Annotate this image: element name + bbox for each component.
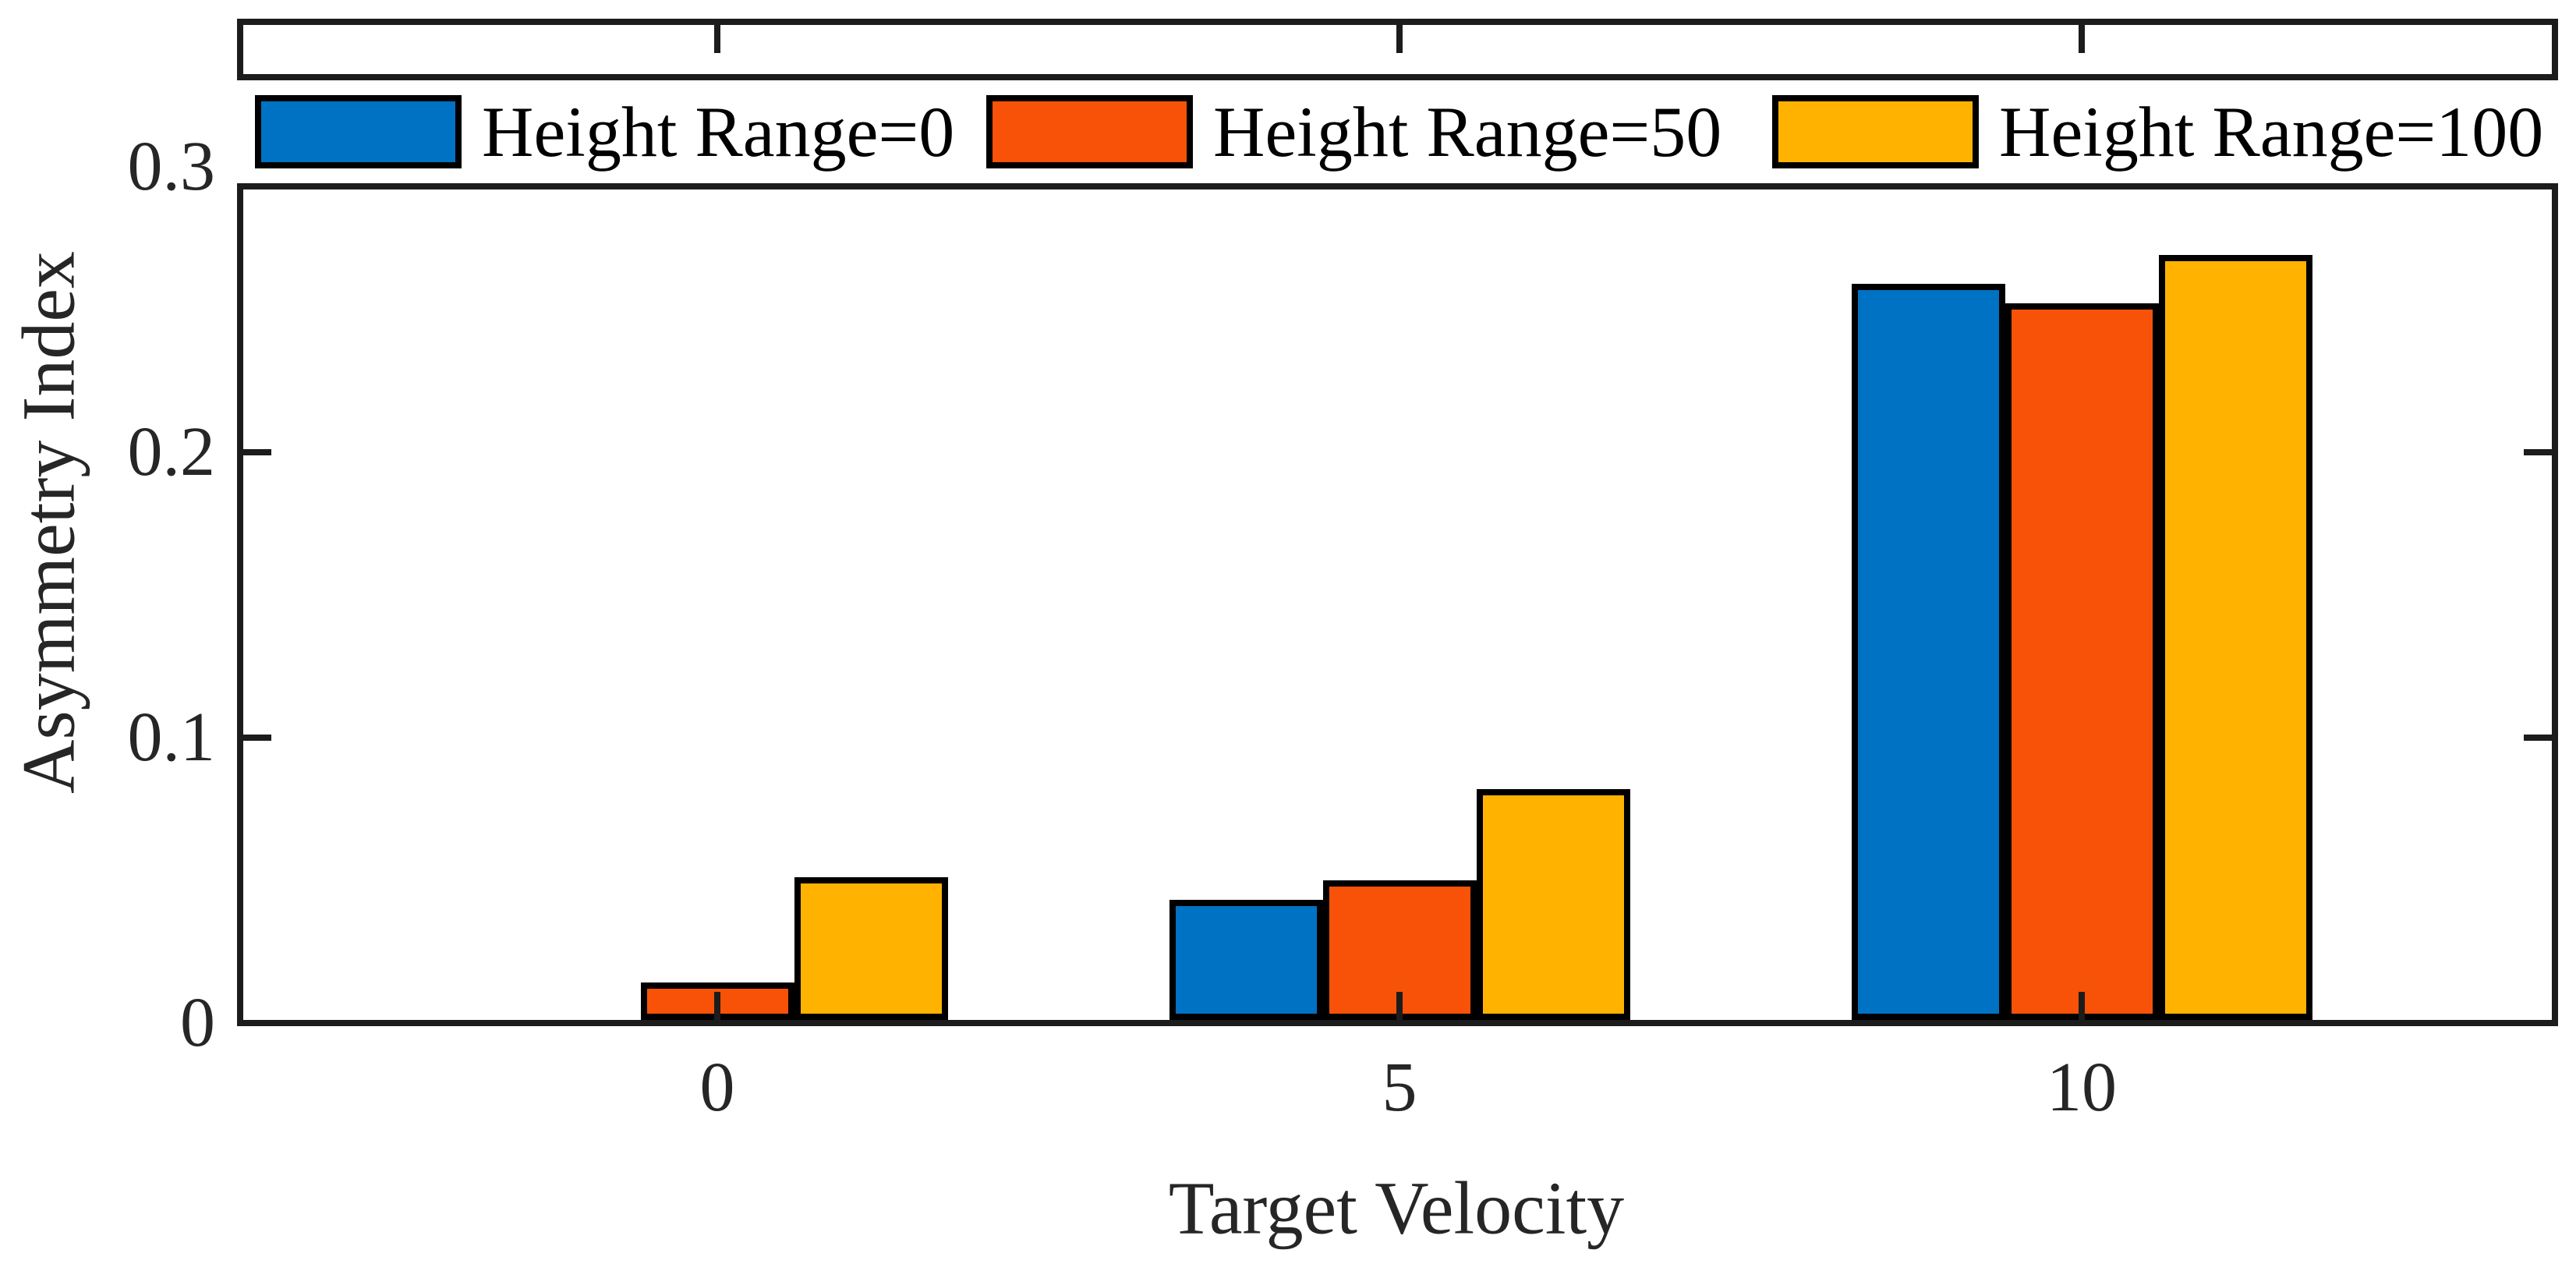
legend-swatch-2 bbox=[986, 95, 1193, 168]
x-tick-top-0 bbox=[714, 25, 720, 53]
x-tick-label-5: 5 bbox=[1382, 1049, 1417, 1126]
legend-item-1: Height Range=0 bbox=[255, 80, 954, 183]
x-tick-label-0: 0 bbox=[699, 1049, 735, 1126]
bar-height-range-0-x10 bbox=[1852, 284, 2005, 1020]
y-tick-left-0.1 bbox=[243, 735, 271, 741]
y-tick-left-0.2 bbox=[243, 449, 271, 455]
bar-height-range-50-x10 bbox=[2005, 303, 2159, 1020]
y-axis-title: Asymmetry Index bbox=[6, 251, 90, 794]
legend-item-3: Height Range=100 bbox=[1772, 80, 2543, 183]
y-tick-right-0.2 bbox=[2524, 449, 2552, 455]
x-tick-label-10: 10 bbox=[2047, 1049, 2117, 1126]
y-tick-label-0.2: 0.2 bbox=[127, 413, 216, 490]
x-tick-bottom-10 bbox=[2079, 992, 2085, 1020]
legend: Height Range=0 Height Range=50 Height Rang… bbox=[237, 74, 2558, 189]
bar-height-range-100-x10 bbox=[2159, 255, 2312, 1020]
y-tick-right-0.1 bbox=[2524, 735, 2552, 741]
legend-item-2: Height Range=50 bbox=[986, 80, 1721, 183]
legend-label-2: Height Range=50 bbox=[1213, 92, 1722, 172]
bar-height-range-100-x0 bbox=[794, 877, 948, 1020]
legend-swatch-3 bbox=[1772, 95, 1979, 168]
y-tick-label-0.3: 0.3 bbox=[127, 128, 216, 205]
x-tick-top-5 bbox=[1396, 25, 1403, 53]
x-axis-title: Target Velocity bbox=[1168, 1166, 1625, 1250]
y-tick-label-0.1: 0.1 bbox=[127, 699, 216, 776]
legend-swatch-1 bbox=[255, 95, 462, 168]
legend-label-3: Height Range=100 bbox=[1999, 92, 2544, 172]
bar-height-range-100-x5 bbox=[1477, 789, 1630, 1020]
x-tick-bottom-5 bbox=[1396, 992, 1403, 1020]
y-tick-label-0: 0 bbox=[180, 984, 215, 1061]
x-tick-bottom-0 bbox=[714, 992, 720, 1020]
plot-area bbox=[237, 19, 2558, 1026]
bar-height-range-0-x5 bbox=[1169, 900, 1323, 1020]
legend-label-1: Height Range=0 bbox=[482, 92, 955, 172]
x-tick-top-10 bbox=[2079, 25, 2085, 53]
